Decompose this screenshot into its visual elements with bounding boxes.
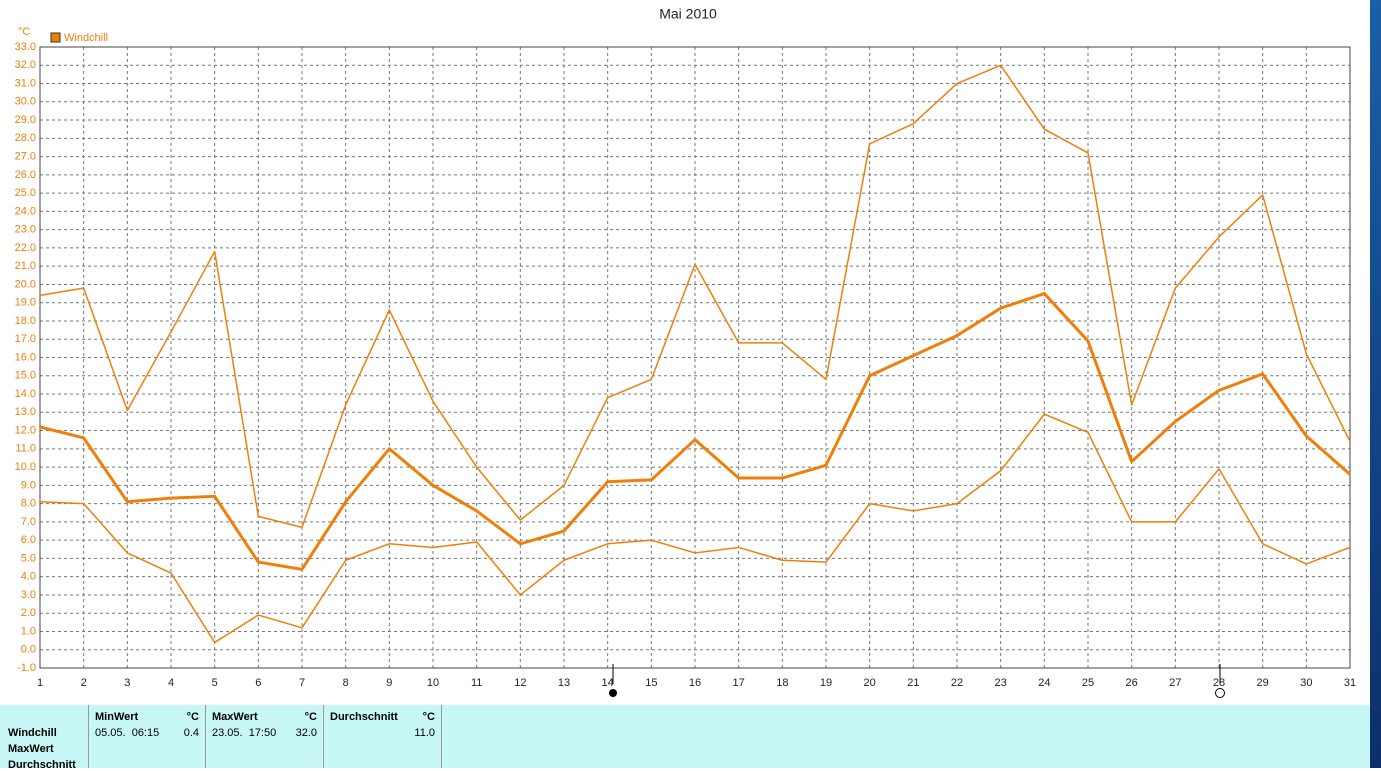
y-tick-label: 27.0 [15, 150, 36, 162]
x-tick-label: 18 [776, 677, 788, 689]
y-tick-label: 33.0 [15, 41, 36, 53]
stats-panel: Windchill MaxWert Durchschnitt MinWert °… [0, 705, 1370, 771]
y-tick-label: 17.0 [15, 333, 36, 345]
x-tick-label: 31 [1344, 677, 1356, 689]
stats-column: MinWert °C 05.05. 06:15 0.4 [88, 705, 205, 768]
y-tick-label: 3.0 [21, 589, 36, 601]
window-edge [1370, 0, 1381, 768]
y-tick-label: 32.0 [15, 59, 36, 71]
legend-label: Windchill [64, 32, 108, 44]
y-tick-label: 30.0 [15, 96, 36, 108]
x-tick-label: 14 [602, 677, 614, 689]
y-tick-label: 6.0 [21, 534, 36, 546]
y-tick-label: 22.0 [15, 242, 36, 254]
x-tick-label: 8 [343, 677, 349, 689]
data-line [39, 413, 1351, 644]
y-unit: °C [18, 26, 30, 38]
y-tick-label: 21.0 [15, 260, 36, 272]
x-tick-label: 23 [995, 677, 1007, 689]
y-tick-label: 9.0 [21, 479, 36, 491]
x-tick-label: 7 [299, 677, 305, 689]
y-tick-label: 18.0 [15, 315, 36, 327]
x-tick-label: 27 [1169, 677, 1181, 689]
col-header: Durchschnitt [330, 711, 398, 723]
y-tick-label: 25.0 [15, 187, 36, 199]
y-tick-label: 2.0 [21, 607, 36, 619]
y-tick-label: 28.0 [15, 132, 36, 144]
y-tick-label: 14.0 [15, 388, 36, 400]
x-tick-label: 17 [733, 677, 745, 689]
plot-frame [39, 46, 1351, 669]
chart-title: Mai 2010 [659, 6, 717, 22]
col-header: MaxWert [212, 711, 258, 723]
row-label: Durchschnitt [8, 759, 76, 771]
data-line [39, 292, 1351, 571]
x-tick-label: 3 [124, 677, 130, 689]
x-tick-label: 10 [427, 677, 439, 689]
col-value: 11.0 [414, 727, 435, 739]
row-label: Windchill [8, 727, 57, 739]
x-tick-label: 2 [81, 677, 87, 689]
y-tick-label: 23.0 [15, 224, 36, 236]
y-tick-label: 26.0 [15, 169, 36, 181]
stats-column: MaxWert °C 23.05. 17:50 32.0 [205, 705, 323, 768]
y-tick-label: 20.0 [15, 278, 36, 290]
x-tick-label: 1 [37, 677, 43, 689]
col-unit: °C [304, 711, 317, 723]
x-tick-label: 19 [820, 677, 832, 689]
col-header: MinWert [95, 711, 139, 723]
x-tick-label: 26 [1126, 677, 1138, 689]
y-tick-label: 1.0 [21, 625, 36, 637]
y-tick-label: 8.0 [21, 498, 36, 510]
y-tick-label: 0.0 [21, 644, 36, 656]
col-value: 32.0 [295, 727, 317, 739]
y-tick-label: 10.0 [15, 461, 36, 473]
col-time: 23.05. 17:50 [212, 727, 277, 739]
x-tick-label: 4 [168, 677, 174, 689]
y-tick-label: 31.0 [15, 77, 36, 89]
x-tick-label: 28 [1213, 677, 1225, 689]
y-tick-label: 11.0 [15, 443, 36, 455]
data-line [39, 64, 1351, 529]
y-tick-label: 16.0 [15, 351, 36, 363]
x-tick-label: 24 [1038, 677, 1050, 689]
x-tick-label: 15 [645, 677, 657, 689]
y-tick-label: 29.0 [15, 114, 36, 126]
col-unit: °C [422, 711, 435, 723]
y-tick-label: 12.0 [15, 424, 36, 436]
x-tick-label: 22 [951, 677, 963, 689]
x-tick-label: 6 [255, 677, 261, 689]
y-tick-label: 19.0 [15, 297, 36, 309]
y-tick-label: 13.0 [15, 406, 36, 418]
row-label: MaxWert [8, 743, 54, 755]
chart: Mai 2010 °C Windchill -1.0 0.0 1.0 2.0 3.0 4.… [15, 6, 1356, 698]
col-value: 0.4 [183, 727, 199, 739]
new-moon-icon [609, 689, 617, 697]
x-tick-label: 12 [514, 677, 526, 689]
x-tick-label: 9 [386, 677, 392, 689]
x-tick-label: 13 [558, 677, 570, 689]
y-tick-label: 5.0 [21, 552, 36, 564]
legend-swatch [50, 32, 61, 43]
x-tick-label: 25 [1082, 677, 1094, 689]
x-tick-label: 5 [212, 677, 218, 689]
y-tick-label: 4.0 [21, 571, 36, 583]
x-tick-label: 29 [1257, 677, 1269, 689]
y-tick-label: 7.0 [21, 516, 36, 528]
full-moon-icon [1215, 688, 1225, 698]
x-tick-label: 20 [864, 677, 876, 689]
x-tick-label: 21 [907, 677, 919, 689]
stats-column: Durchschnitt °C 11.0 [323, 705, 442, 768]
y-tick-label: 24.0 [15, 205, 36, 217]
y-tick-label: -1.0 [17, 662, 36, 674]
x-tick-label: 16 [689, 677, 701, 689]
y-tick-label: 15.0 [15, 370, 36, 382]
col-unit: °C [186, 711, 199, 723]
x-tick-label: 11 [471, 677, 482, 689]
x-tick-label: 30 [1300, 677, 1312, 689]
col-time: 05.05. 06:15 [95, 727, 160, 739]
